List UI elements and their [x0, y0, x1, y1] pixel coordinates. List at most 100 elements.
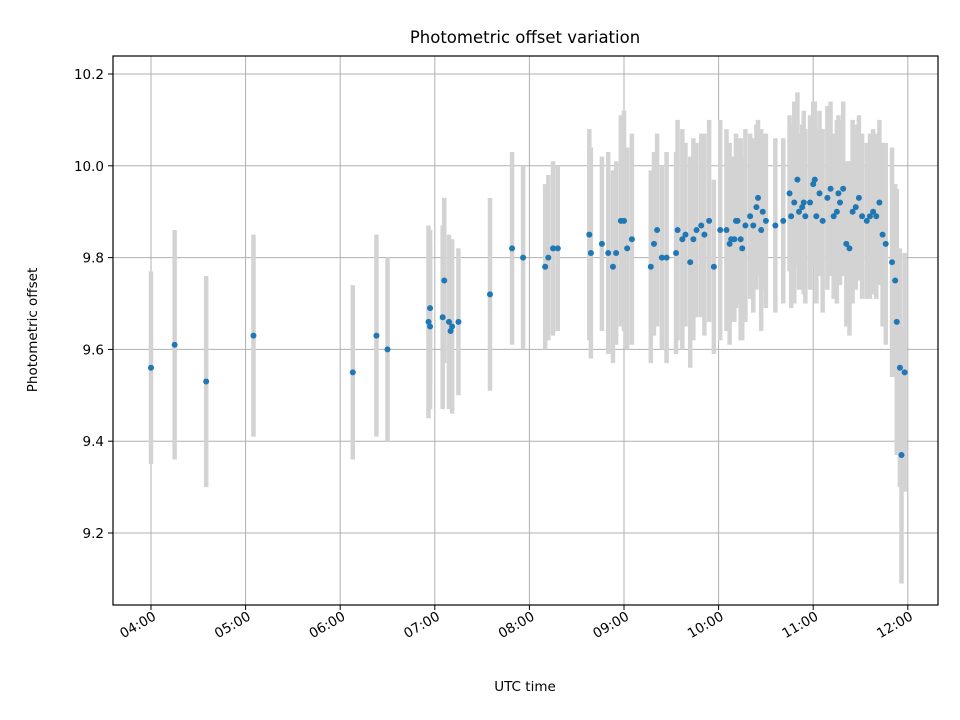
data-point — [827, 185, 834, 192]
y-tick-label: 9.4 — [83, 434, 104, 450]
data-point — [816, 190, 823, 197]
data-point — [772, 222, 779, 229]
data-point — [598, 240, 605, 247]
data-point — [892, 277, 899, 284]
data-point — [807, 199, 814, 206]
data-point — [824, 194, 831, 201]
data-point — [859, 213, 866, 220]
data-point — [901, 369, 908, 376]
data-point — [837, 199, 844, 206]
data-point — [863, 217, 870, 224]
y-axis-label: Photometric offset — [25, 268, 41, 392]
data-point — [690, 236, 697, 243]
data-point — [734, 217, 741, 224]
data-point — [813, 213, 820, 220]
data-point — [833, 208, 840, 215]
data-point — [810, 181, 817, 188]
data-point — [349, 369, 356, 376]
data-point — [879, 231, 886, 238]
data-point — [654, 227, 661, 234]
data-point — [739, 245, 746, 252]
data-point — [663, 254, 670, 261]
data-point — [682, 231, 689, 238]
data-point — [605, 250, 612, 257]
data-point — [759, 208, 766, 215]
data-point — [898, 451, 905, 458]
data-point — [855, 194, 862, 201]
data-point — [425, 318, 432, 325]
data-point — [449, 323, 456, 330]
data-point — [731, 236, 738, 243]
y-tick-label: 9.6 — [83, 342, 104, 358]
data-point — [554, 245, 561, 252]
data-point — [819, 217, 826, 224]
data-point — [723, 227, 730, 234]
data-point — [762, 217, 769, 224]
data-point — [811, 176, 818, 183]
data-point — [737, 236, 744, 243]
data-point — [788, 213, 795, 220]
data-point — [445, 318, 452, 325]
data-point — [698, 222, 705, 229]
data-point — [835, 190, 842, 197]
data-point — [896, 364, 903, 371]
data-point — [650, 240, 657, 247]
data-point — [609, 263, 616, 270]
data-point — [726, 240, 733, 247]
data-point — [742, 222, 749, 229]
y-tick-label: 10.2 — [74, 67, 104, 83]
data-points — [148, 176, 908, 458]
data-point — [674, 227, 681, 234]
data-point — [520, 254, 527, 261]
data-point — [882, 240, 889, 247]
data-point — [786, 190, 793, 197]
data-point — [679, 236, 686, 243]
data-point — [373, 332, 380, 339]
data-point — [840, 185, 847, 192]
data-point — [545, 254, 552, 261]
data-point — [509, 245, 516, 252]
y-axis-ticks: 9.2 9.4 9.6 9.8 10.0 10.2 — [74, 67, 113, 542]
data-point — [148, 364, 154, 371]
data-point — [846, 245, 853, 252]
data-point — [873, 213, 880, 220]
data-point — [791, 199, 798, 206]
data-point — [455, 318, 462, 325]
data-point — [687, 259, 694, 266]
data-point — [427, 305, 434, 312]
data-point — [750, 222, 757, 229]
data-point — [796, 208, 803, 215]
data-point — [843, 240, 850, 247]
y-tick-label: 10.0 — [74, 159, 104, 175]
data-point — [710, 263, 717, 270]
data-point — [693, 227, 700, 234]
y-tick-label: 9.2 — [83, 526, 104, 542]
data-point — [613, 250, 620, 257]
plot-frame — [112, 55, 939, 606]
data-point — [893, 318, 900, 325]
data-point — [171, 341, 178, 348]
data-point — [658, 254, 665, 261]
data-point — [758, 227, 765, 234]
data-point — [439, 314, 446, 321]
data-point — [447, 328, 454, 335]
data-point — [852, 204, 859, 211]
data-point — [799, 204, 806, 211]
data-point — [717, 227, 724, 234]
data-point — [701, 231, 708, 238]
x-axis-label: UTC time — [494, 679, 556, 695]
data-point — [876, 199, 883, 206]
data-point — [587, 250, 594, 257]
data-point — [203, 378, 210, 385]
data-point — [542, 263, 549, 270]
data-point — [830, 213, 837, 220]
data-point — [384, 346, 391, 353]
data-point — [866, 213, 873, 220]
data-point — [753, 204, 760, 211]
data-point — [427, 323, 434, 330]
data-point — [794, 176, 801, 183]
data-point — [706, 217, 713, 224]
data-point — [870, 208, 877, 215]
